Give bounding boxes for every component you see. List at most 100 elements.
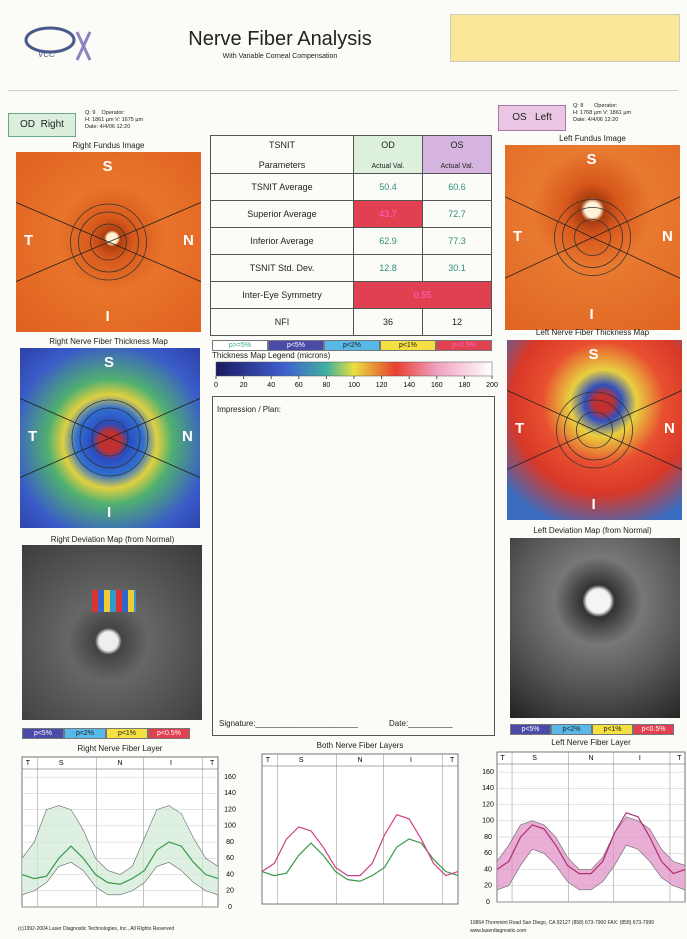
legend-item: p<1% [106,728,148,739]
quadrant-lines [507,390,682,470]
date: Date: 4/4/06 12:20 [85,124,131,130]
tick-label: 20 [240,382,248,389]
ring [554,199,631,276]
y-tick-label: 40 [484,866,492,873]
thickness-legend-title: Thickness Map Legend (microns) [212,351,331,360]
subtitle: With Variable Corneal Compensation [222,53,338,60]
header: TSNIT [269,139,295,150]
x-label: T [450,757,455,764]
hv: H: 1768 µm V: 1861 µm [573,110,632,116]
band-edge [496,844,686,891]
caption: Left Fundus Image [559,134,626,143]
ring [78,211,139,273]
impression-label: Impression / Plan: [217,405,282,414]
legend-item: p<1% [380,340,436,351]
x-label: N [588,755,593,762]
ring [562,207,623,268]
od-info: Q: 9 Operator: H: 1861 µm V: 1675 µm Date:… [85,110,143,131]
od-value: 12.8 [353,254,423,282]
legend-item: p<0.5% [436,340,492,351]
chart: T S N I T 0 20 40 60 80 100 120 140 160 [21,756,236,911]
os-value: 30.1 [422,254,492,282]
gradient [215,361,493,377]
overlay [505,196,680,279]
quadrant-lines [16,202,201,282]
param: Inferior Average [210,227,354,255]
os-value: 72.7 [422,200,492,228]
quadrant-label: I [589,306,594,323]
y-tick-label: 20 [226,888,234,895]
thickness-map: S N I T [20,348,200,528]
ring [574,219,611,256]
tick-label: 100 [348,382,360,389]
legend-item: p<5% [268,340,324,351]
divider [8,90,678,91]
od-value: 50.4 [353,173,423,201]
date: Date: 4/4/06 12:20 [573,117,619,123]
y-tick-label: 0 [228,904,232,911]
logo-text: VCC [38,50,55,59]
hv: H: 1861 µm V: 1675 µm [85,117,144,123]
quadrant-label: S [102,158,113,175]
quadrant-label: N [664,420,675,437]
eye: OS [512,112,527,123]
subheader: Actual Val. [440,162,474,170]
quadrant-label: S [586,151,597,168]
date-line: Date:__________ [389,719,453,728]
web: www.laserdiagnostic.com [470,928,527,934]
tick-label: 40 [267,382,275,389]
x-label: S [532,755,537,762]
side: Right [40,119,64,130]
band-edge [496,816,686,870]
side: Left [535,112,552,123]
title: Nerve Fiber Analysis [188,28,372,50]
tick-label: 60 [295,382,303,389]
q: Q: 8 [573,103,584,109]
tick-label: 140 [403,382,415,389]
y-tick-label: 140 [482,785,494,792]
x-label: I [410,757,412,764]
quadrant-label: N [183,232,194,249]
x-label: T [677,755,682,762]
legend-item: p<5% [22,728,64,739]
y-tick-label: 60 [484,850,492,857]
y-tick-label: 120 [224,806,236,813]
eye: OD [20,119,36,130]
tick-label: 0 [214,382,218,389]
y-tick-label: 100 [224,823,236,830]
quadrant-label: I [105,308,110,325]
legend-item: p<0.5% [148,728,190,739]
ring [556,391,633,469]
deviation-legend: p<5% p<2% p<1% p<0.5% [510,718,674,736]
quadrant-label: T [513,227,523,245]
od-badge: OD Right [8,113,76,137]
nerve-fiber-line [496,811,686,875]
od-value: 43.7 [353,200,423,228]
normal-band [22,805,218,895]
caption: Left Nerve Fiber Thickness Map [535,328,650,337]
legend-item: p<2% [324,340,380,351]
os-value: 12 [422,308,492,336]
ring [564,399,625,461]
quadrant-label: S [104,354,115,371]
signature: Signature:_______________________ [219,719,358,728]
deviation-map [22,545,202,720]
caption: Right Nerve Fiber Layer [77,744,163,753]
normal-band [497,816,685,890]
plot-frame [261,753,459,905]
y-tick-label: 120 [482,801,494,808]
os-value: 77.3 [422,227,492,255]
overlay [16,202,201,282]
quadrant-label: S [588,346,599,363]
chart: T S N I T 0 20 40 60 80 100 120 140 160 [482,751,686,906]
x-label: I [639,755,641,762]
quadrant-label: I [591,496,596,513]
quadrant-label: N [182,428,193,445]
overlay [507,390,682,470]
ring [70,203,147,281]
x-label: S [59,760,64,767]
x-label: S [299,757,304,764]
deviation-legend: p<5% p<2% p<1% p<0.5% [22,722,190,740]
ring [91,419,129,457]
